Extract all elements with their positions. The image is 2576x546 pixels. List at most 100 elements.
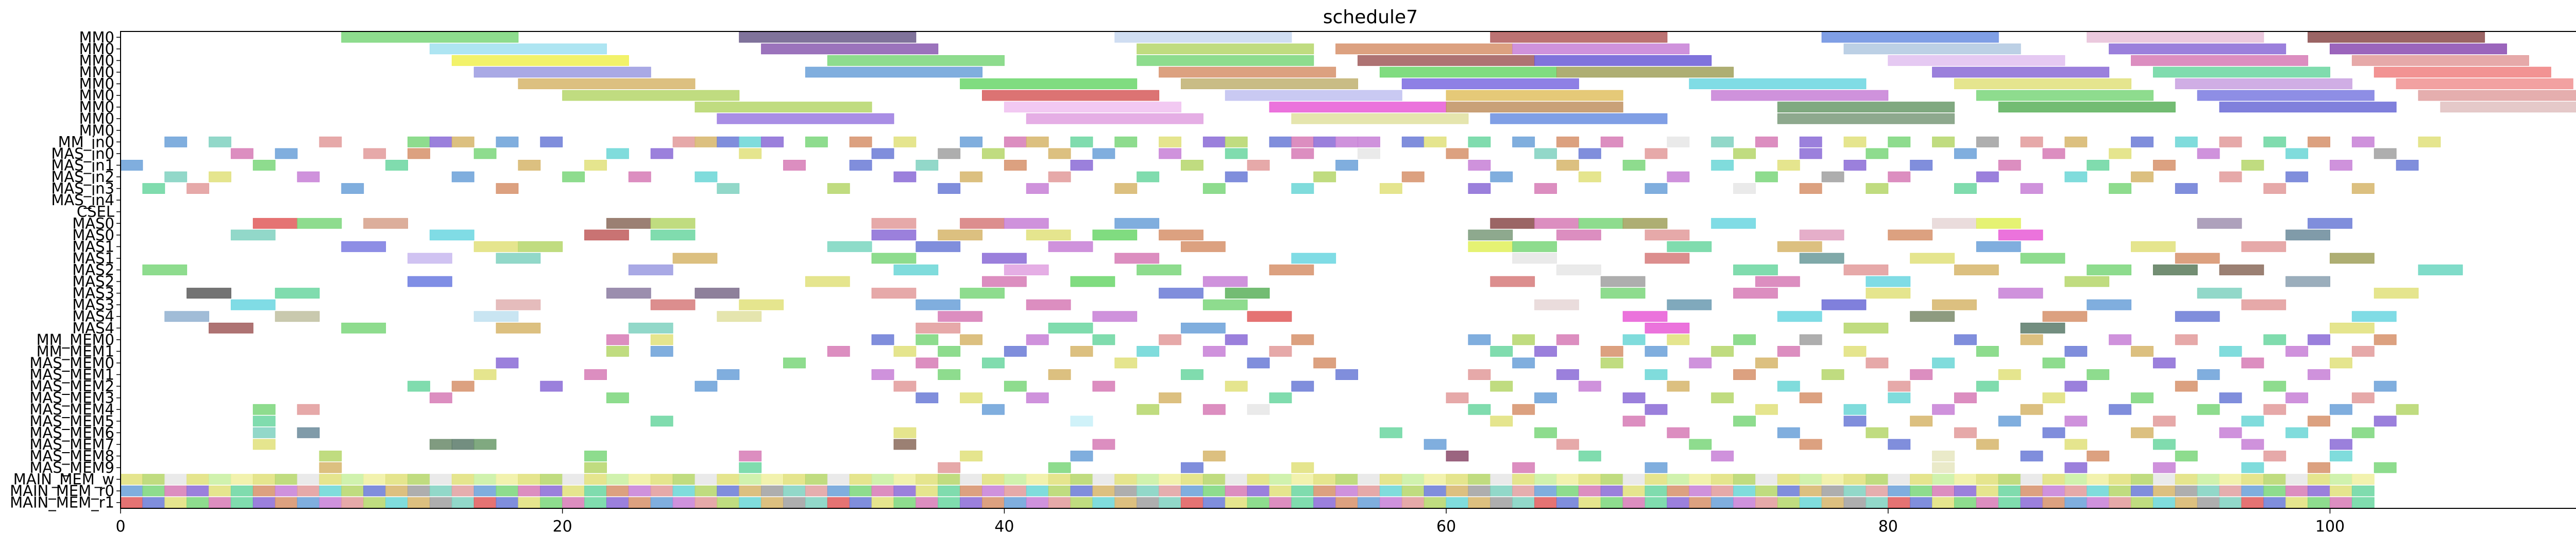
memory-slot-bar — [1954, 474, 1977, 485]
task-bar — [938, 183, 961, 194]
memory-slot-bar — [2308, 485, 2330, 497]
memory-slot-bar — [1622, 474, 1646, 485]
memory-slot-bar — [1512, 497, 1535, 508]
task-bars — [120, 31, 2576, 508]
memory-slot-bar — [1888, 497, 1911, 508]
memory-slot-bar — [451, 474, 474, 485]
memory-slot-bar — [717, 497, 740, 508]
memory-slot-bar — [938, 497, 961, 508]
task-bar — [1114, 357, 1138, 369]
task-bar — [606, 218, 651, 229]
memory-slot-bar — [717, 485, 740, 497]
task-bar — [275, 288, 320, 299]
memory-slot-bar — [1733, 474, 1756, 485]
task-bar — [1137, 264, 1181, 275]
memory-slot-bar — [2263, 474, 2286, 485]
task-bar — [1291, 334, 1314, 345]
row-label: CSEL — [77, 203, 114, 221]
task-bar — [1468, 369, 1491, 380]
task-bar — [1358, 55, 1535, 66]
memory-slot-bar — [1070, 485, 1093, 497]
task-bar — [2020, 253, 2065, 264]
memory-slot-bar — [2219, 474, 2242, 485]
memory-slot-bar — [893, 497, 917, 508]
task-bar — [938, 462, 961, 473]
memory-slot-bar — [2131, 497, 2154, 508]
row-label: MAS2 — [72, 261, 114, 279]
task-bar — [584, 451, 607, 461]
task-bar — [1446, 90, 1623, 101]
task-bar — [694, 171, 718, 183]
memory-slot-bar — [893, 485, 917, 497]
task-bar — [297, 427, 320, 438]
task-bar — [1556, 264, 1601, 275]
task-bar — [341, 183, 364, 194]
task-bar — [1092, 148, 1115, 159]
task-bar — [2351, 346, 2375, 357]
task-bar — [1490, 416, 1513, 427]
memory-slot-bar — [1269, 497, 1292, 508]
memory-slot-bar — [650, 497, 673, 508]
memory-slot-bar — [1026, 485, 1049, 497]
memory-slot-bar — [1423, 474, 1447, 485]
memory-slot-bar — [1689, 497, 1712, 508]
task-bar — [385, 160, 409, 171]
memory-slot-bar — [429, 485, 452, 497]
task-bar — [1622, 334, 1646, 345]
task-bar — [473, 369, 497, 380]
task-bar — [1534, 427, 1557, 438]
memory-slot-bar — [916, 497, 939, 508]
memory-slot-bar — [2175, 485, 2198, 497]
task-bar — [2329, 160, 2352, 171]
task-bar — [893, 380, 917, 392]
memory-slot-bar — [319, 497, 342, 508]
task-bar — [252, 404, 276, 415]
task-bar — [1932, 136, 1955, 147]
task-bar — [893, 427, 917, 438]
memory-slot-bar — [1335, 485, 1359, 497]
memory-slot-bar — [2329, 497, 2352, 508]
memory-slot-bar — [1910, 474, 1933, 485]
task-bar — [871, 334, 894, 345]
memory-slot-bar — [805, 497, 828, 508]
memory-slot-bar — [1954, 497, 1977, 508]
task-bar — [1004, 380, 1027, 392]
task-bar — [1932, 357, 1955, 369]
task-bar — [1026, 334, 1049, 345]
task-bar — [2109, 183, 2132, 194]
task-bar — [1711, 218, 1756, 229]
memory-slot-bar — [562, 485, 585, 497]
task-bar — [827, 183, 850, 194]
memory-slot-bar — [385, 485, 409, 497]
memory-slot-bar — [209, 474, 231, 485]
task-bar — [1667, 380, 1690, 392]
task-bar — [1600, 357, 1623, 369]
task-bar — [871, 229, 917, 241]
memory-slot-bar — [1667, 485, 1690, 497]
row-label: MM0 — [79, 110, 115, 127]
task-bar — [1225, 380, 1248, 392]
task-bar — [1821, 369, 1844, 380]
task-bar — [408, 253, 452, 264]
task-bar — [1733, 148, 1756, 159]
task-bar — [2197, 404, 2220, 415]
task-bar — [2109, 334, 2132, 345]
memory-slot-bar — [319, 474, 342, 485]
memory-slot-bar — [2308, 497, 2330, 508]
task-bar — [650, 334, 673, 345]
task-bar — [562, 90, 740, 101]
task-bar — [562, 171, 585, 183]
memory-slot-bar — [187, 497, 210, 508]
task-bar — [1556, 334, 1579, 345]
memory-slot-bar — [628, 474, 651, 485]
task-bar — [1932, 462, 1955, 473]
task-bar — [1048, 241, 1093, 252]
task-bar — [2153, 439, 2176, 450]
task-bar — [1092, 380, 1115, 392]
task-bar — [2020, 334, 2043, 345]
task-bar — [1622, 160, 1646, 171]
task-bar — [1468, 404, 1491, 415]
task-bar — [2418, 264, 2463, 275]
task-bar — [1048, 322, 1093, 334]
task-bar — [1137, 171, 1160, 183]
